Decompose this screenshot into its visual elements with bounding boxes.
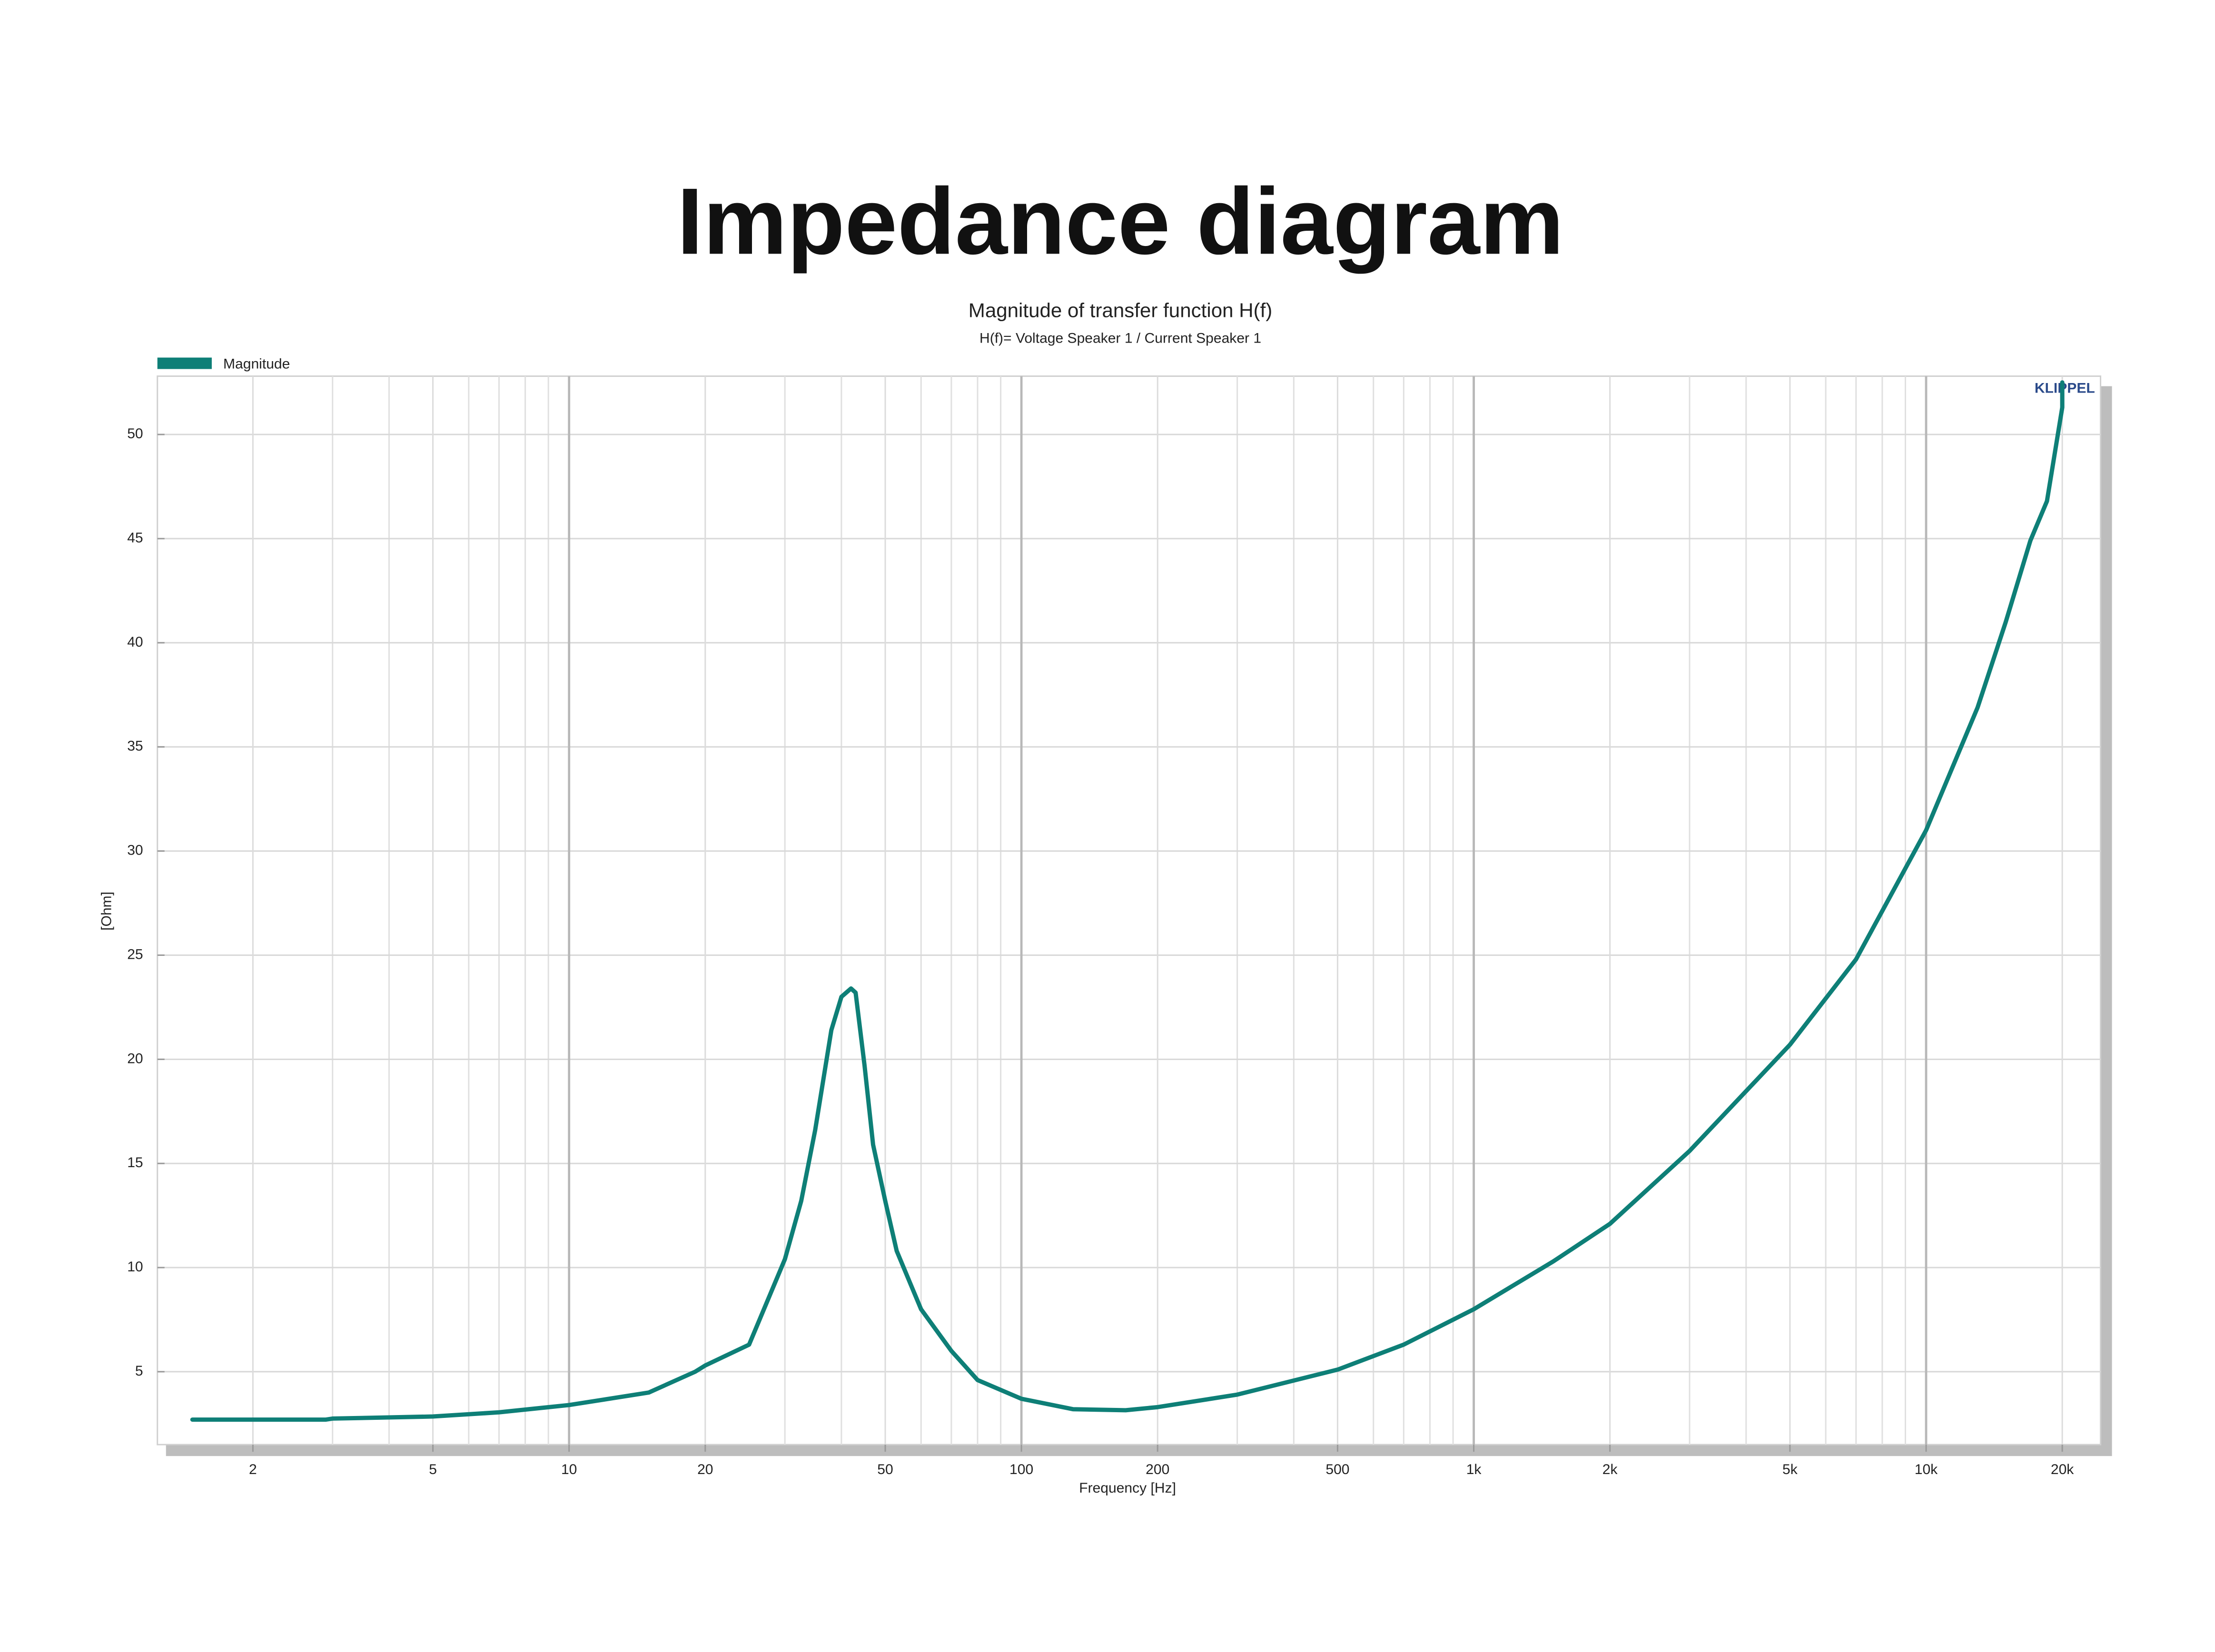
grid [157, 376, 2101, 1445]
y-tick-label: 5 [135, 1363, 143, 1379]
y-tick-label: 25 [127, 946, 143, 962]
y-tick-label: 50 [127, 426, 143, 442]
data-line [190, 380, 2065, 1422]
x-tick-label: 5 [429, 1462, 437, 1477]
x-tick-label: 500 [1325, 1462, 1349, 1477]
y-tick-label: 15 [127, 1155, 143, 1170]
y-tick-label: 45 [127, 530, 143, 546]
page-title: Impedance diagram [677, 168, 1564, 274]
x-tick-label: 50 [877, 1462, 893, 1477]
x-tick-label: 10 [561, 1462, 577, 1477]
y-tick-label: 20 [127, 1051, 143, 1066]
legend-swatch [157, 357, 212, 369]
x-tick-label: 2k [1602, 1462, 1618, 1477]
y-tick-label: 35 [127, 738, 143, 754]
x-tick-label: 200 [1146, 1462, 1169, 1477]
y-tick-label: 40 [127, 634, 143, 650]
x-axis-label: Frequency [Hz] [1079, 1480, 1176, 1496]
brand: KLIPPEL [2035, 381, 2095, 396]
legend-label: Magnitude [223, 356, 290, 372]
y-tick-label: 30 [127, 843, 143, 858]
chart-title: Magnitude of transfer function H(f) [969, 299, 1273, 321]
x-tick-label: 10k [1915, 1462, 1938, 1477]
chart-subtitle: H(f)= Voltage Speaker 1 / Current Speake… [979, 330, 1261, 346]
x-tick-label: 20k [2051, 1462, 2074, 1477]
x-tick-label: 1k [1466, 1462, 1482, 1477]
plot-area [157, 375, 2101, 1446]
x-tick-label: 20 [697, 1462, 713, 1477]
x-tick-label: 100 [1009, 1462, 1033, 1477]
y-axis-label: [Ohm] [99, 892, 114, 931]
x-tick-label: 2 [249, 1462, 257, 1477]
x-tick-label: 5k [1782, 1462, 1798, 1477]
y-tick-label: 10 [127, 1259, 143, 1275]
